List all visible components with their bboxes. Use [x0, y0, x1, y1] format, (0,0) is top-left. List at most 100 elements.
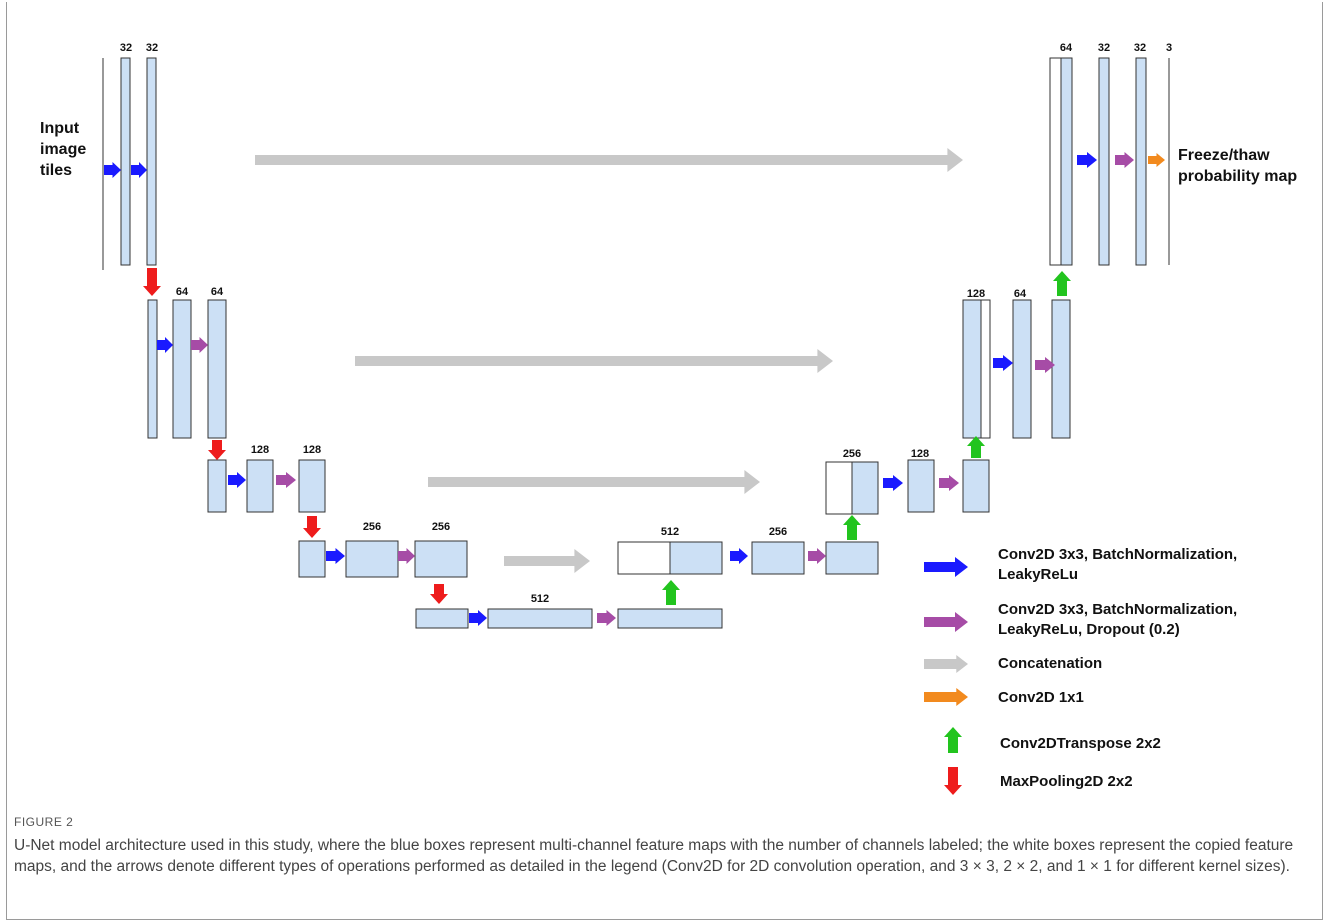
conv-arrow-dec4 [730, 548, 748, 564]
legend-arrow-conv-dropout [924, 612, 968, 632]
dropout-arrow-dec1 [1115, 152, 1134, 168]
dropout-arrow-dec4 [808, 548, 826, 564]
dec2-box-b [1051, 299, 1071, 439]
enc2-box-b [207, 299, 227, 439]
up2-copied-box [980, 299, 991, 439]
enc3-label-b: 128 [303, 444, 321, 456]
conv-arrow-dec1 [1077, 152, 1097, 168]
conv-arrow-enc1-b [131, 162, 147, 178]
dec3-label: 128 [911, 448, 929, 460]
dec1-label-b: 32 [1134, 42, 1146, 54]
legend-arrow-maxpooling [944, 767, 962, 795]
upconv-arrow-2 [967, 436, 985, 458]
input-label-line-3: tiles [40, 162, 72, 179]
dec2-label: 64 [1014, 288, 1027, 300]
dropout-arrow-enc3 [276, 472, 296, 488]
dropout-arrow-enc4 [398, 548, 415, 564]
input-label-line-2: image [40, 141, 86, 158]
up3-label: 256 [843, 448, 861, 460]
legend-arrow-conv-bn [924, 557, 968, 577]
legend-arrow-concatenation [924, 655, 968, 673]
up1-copied-box [1049, 57, 1062, 266]
dec3-box-a [907, 459, 935, 513]
dec1-box-a [1098, 57, 1110, 266]
dec3-box-b [962, 459, 990, 513]
up4-copied-box [617, 541, 671, 575]
dec4-box-b [825, 541, 879, 575]
concat-arrow-level2 [355, 349, 833, 373]
enc4-box-a [345, 540, 399, 578]
maxpool-arrow-1 [143, 268, 161, 296]
enc3-box-b [298, 459, 326, 513]
enc3-box-input [207, 459, 227, 513]
up1-box [1060, 57, 1073, 266]
up1-label: 64 [1060, 42, 1073, 54]
conv-arrow-enc2 [157, 337, 173, 353]
legend-arrow-conv-transpose [944, 727, 962, 753]
dropout-arrow-dec3 [939, 475, 959, 491]
enc4-box-input [298, 540, 326, 578]
conv1x1-arrow [1148, 153, 1165, 167]
dec1-label-a: 32 [1098, 42, 1110, 54]
legend-conv-bn-line-1: Conv2D 3x3, BatchNormalization, [998, 546, 1237, 563]
conv-arrow-dec2 [993, 355, 1013, 371]
conv-arrow-bottleneck [469, 610, 487, 626]
enc2-label-b: 64 [211, 286, 224, 298]
dec4-box-a [751, 541, 805, 575]
channel-labels: 32 32 64 64 128 128 256 256 512 512 256 256 128 128 64… [120, 42, 1172, 605]
enc4-label-b: 256 [432, 521, 450, 533]
up4-label: 512 [661, 526, 679, 538]
legend-maxpooling: MaxPooling2D 2x2 [1000, 773, 1133, 790]
unet-diagram: 32 32 64 64 128 128 256 256 512 512 256 256 128 128 64… [40, 42, 1297, 795]
bottleneck-box-a [487, 608, 593, 629]
legend: Conv2D 3x3, BatchNormalization, LeakyReL… [998, 546, 1237, 790]
maxpool-arrow-3 [303, 516, 321, 538]
upconv-arrow-4 [662, 580, 680, 605]
concat-arrow-level3 [428, 470, 760, 494]
dropout-arrow-dec2 [1035, 357, 1055, 373]
enc1-label-a: 32 [120, 42, 132, 54]
legend-conv-dropout-line-1: Conv2D 3x3, BatchNormalization, [998, 601, 1237, 618]
up2-label: 128 [967, 288, 985, 300]
up3-box [851, 461, 879, 515]
out-label: 3 [1166, 42, 1172, 54]
up2-box [962, 299, 982, 439]
bottleneck-box-input [415, 608, 469, 629]
legend-conv-transpose: Conv2DTranspose 2x2 [1000, 735, 1161, 752]
operation-arrows [104, 148, 1165, 795]
dec1-box-b [1135, 57, 1147, 266]
concat-arrow-level1 [255, 148, 963, 172]
enc2-label-a: 64 [176, 286, 189, 298]
legend-conv-1x1: Conv2D 1x1 [998, 689, 1084, 706]
conv-arrow-enc1-a [104, 162, 121, 178]
output-label-line-1: Freeze/thaw [1178, 147, 1270, 164]
enc3-box-a [246, 459, 274, 513]
up3-copied-box [825, 461, 853, 515]
enc2-box-input [147, 299, 158, 439]
output-label-line-2: probability map [1178, 168, 1297, 185]
legend-arrow-conv-1x1 [924, 688, 968, 706]
up4-box [669, 541, 723, 575]
enc4-box-b [414, 540, 468, 578]
dropout-arrow-bottleneck [597, 610, 616, 626]
enc1-label-b: 32 [146, 42, 158, 54]
dec4-label: 256 [769, 526, 787, 538]
conv-arrow-dec3 [883, 475, 903, 491]
conv-arrow-enc3 [228, 472, 246, 488]
concat-arrow-level4 [504, 549, 590, 573]
upconv-arrow-1 [1053, 271, 1071, 296]
figure-label: FIGURE 2 [14, 815, 74, 829]
maxpool-arrow-4 [430, 584, 448, 604]
feature-map-boxes [102, 57, 1170, 629]
figure-caption: U-Net model architecture used in this st… [14, 837, 1294, 875]
bottleneck-box-b [617, 608, 723, 629]
enc3-label-a: 128 [251, 444, 269, 456]
legend-conv-bn-line-2: LeakyReLu [998, 566, 1078, 583]
enc4-label-a: 256 [363, 521, 381, 533]
legend-concatenation: Concatenation [998, 655, 1102, 672]
upconv-arrow-3 [843, 515, 861, 540]
enc1-box-a [120, 57, 131, 266]
bottleneck-label: 512 [531, 593, 549, 605]
enc2-box-a [172, 299, 192, 439]
maxpool-arrow-2 [208, 440, 226, 460]
